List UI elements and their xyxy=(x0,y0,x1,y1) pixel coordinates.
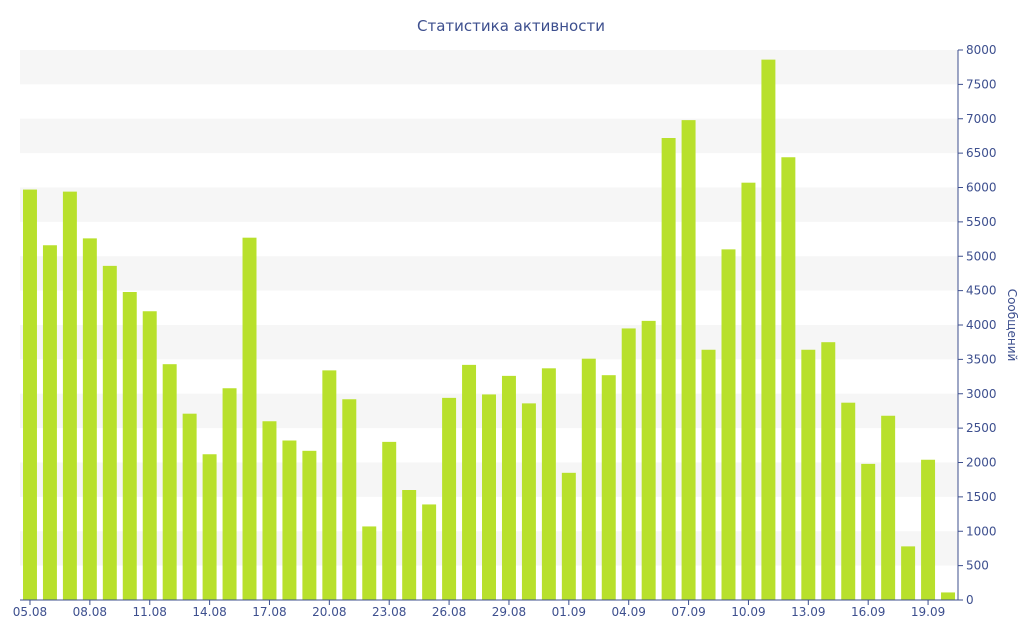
bar-16.09 xyxy=(861,463,876,600)
bar-06.08 xyxy=(42,245,57,600)
x-tick-label: 19.09 xyxy=(911,605,945,619)
y-tick-label: 5000 xyxy=(966,249,997,263)
x-tick-label: 08.08 xyxy=(73,605,107,619)
bar-09.08 xyxy=(102,265,117,600)
x-tick-label: 01.09 xyxy=(552,605,586,619)
bar-01.09 xyxy=(561,472,576,600)
x-tick-label: 16.09 xyxy=(851,605,885,619)
bar-28.08 xyxy=(482,394,496,600)
y-tick-label: 7000 xyxy=(966,112,997,126)
background-band xyxy=(20,50,958,85)
bar-17.09 xyxy=(881,415,896,600)
y-tick-label: 2000 xyxy=(966,456,997,470)
bar-07.09 xyxy=(681,120,696,600)
bar-18.08 xyxy=(282,440,297,600)
bar-14.09 xyxy=(821,342,836,600)
background-band xyxy=(20,256,958,291)
bar-10.09 xyxy=(741,182,756,600)
y-tick-label: 8000 xyxy=(966,43,997,57)
bar-29.08 xyxy=(501,375,516,600)
chart-title: Статистика активности xyxy=(417,17,605,35)
bar-15.08 xyxy=(222,388,237,600)
y-tick-label: 6500 xyxy=(966,146,997,160)
y-tick-label: 3000 xyxy=(966,387,997,401)
x-tick-label: 10.09 xyxy=(731,605,765,619)
y-tick-label: 1500 xyxy=(966,490,997,504)
y-tick-label: 5500 xyxy=(966,215,997,229)
x-tick-label: 04.09 xyxy=(612,605,646,619)
bar-31.08 xyxy=(541,368,556,600)
y-tick-label: 4000 xyxy=(966,318,997,332)
y-tick-label: 3500 xyxy=(966,352,997,366)
x-tick-label: 14.08 xyxy=(192,605,226,619)
bar-13.08 xyxy=(182,413,197,600)
y-axis-label: Сообщений xyxy=(1005,289,1019,362)
x-tick-label: 17.08 xyxy=(252,605,286,619)
x-tick-label: 13.09 xyxy=(791,605,825,619)
background-band xyxy=(20,325,958,360)
y-tick-label: 0 xyxy=(966,593,974,607)
bar-08.08 xyxy=(82,238,97,600)
bar-23.08 xyxy=(382,441,397,600)
bar-05.08 xyxy=(22,189,37,600)
y-tick-label: 6000 xyxy=(966,181,997,195)
bar-21.08 xyxy=(342,399,357,600)
x-tick-label: 05.08 xyxy=(13,605,47,619)
y-tick-label: 500 xyxy=(966,559,989,573)
bar-06.09 xyxy=(661,138,676,600)
bar-03.09 xyxy=(601,375,616,600)
y-tick-label: 1000 xyxy=(966,524,997,538)
bar-27.08 xyxy=(462,364,477,600)
bar-14.08 xyxy=(202,454,217,600)
y-tick-label: 7500 xyxy=(966,77,997,91)
bar-11.09 xyxy=(761,59,776,600)
bar-12.09 xyxy=(781,157,796,600)
bar-05.09 xyxy=(641,320,656,600)
y-axis-ticks: 0 500 1000 1500 2000 2500 3000 3500 4000 4500 5000… xyxy=(958,43,997,607)
bar-11.08 xyxy=(142,311,157,600)
bars xyxy=(22,59,956,600)
bar-17.08 xyxy=(262,421,277,600)
bar-22.08 xyxy=(362,526,377,600)
x-tick-label: 23.08 xyxy=(372,605,406,619)
bar-30.08 xyxy=(521,403,536,600)
bar-02.09 xyxy=(581,358,596,600)
bar-19.08 xyxy=(302,450,317,600)
bar-15.09 xyxy=(841,402,856,600)
bar-07.08 xyxy=(62,191,77,600)
x-tick-label: 26.08 xyxy=(432,605,466,619)
bar-20.09 xyxy=(941,592,956,600)
bar-04.09 xyxy=(621,328,636,600)
bar-19.09 xyxy=(921,459,936,600)
bar-08.09 xyxy=(701,349,716,600)
y-tick-label: 2500 xyxy=(966,421,997,435)
bar-24.08 xyxy=(402,490,417,600)
x-axis-ticks: 05.08 08.08 11.08 14.08 17.08 20.08 23.08 26.08… xyxy=(13,600,945,619)
bar-20.08 xyxy=(322,370,337,600)
bar-26.08 xyxy=(442,397,457,600)
x-tick-label: 29.08 xyxy=(492,605,526,619)
bar-25.08 xyxy=(422,504,437,600)
bar-13.09 xyxy=(801,349,816,600)
bar-10.08 xyxy=(122,292,137,600)
x-tick-label: 07.09 xyxy=(671,605,705,619)
background-band xyxy=(20,187,958,222)
bar-18.09 xyxy=(901,546,916,600)
bar-12.08 xyxy=(162,364,177,600)
x-tick-label: 11.08 xyxy=(133,605,167,619)
bar-16.08 xyxy=(242,237,257,600)
x-tick-label: 20.08 xyxy=(312,605,346,619)
y-tick-label: 4500 xyxy=(966,284,997,298)
bar-09.09 xyxy=(721,249,736,600)
background-band xyxy=(20,118,958,154)
